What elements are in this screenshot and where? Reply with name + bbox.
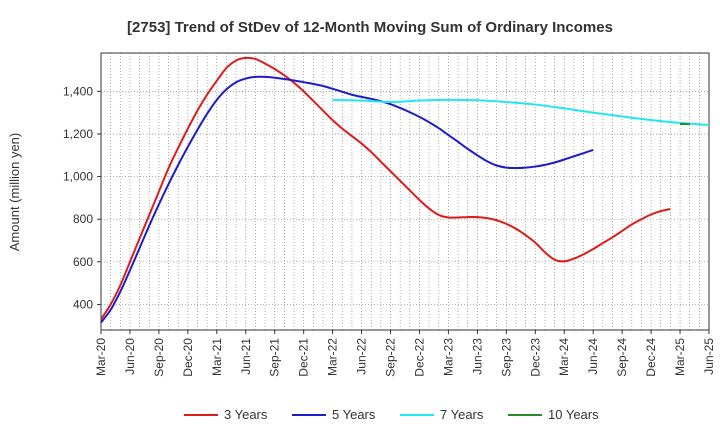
y-tick-label: 1,000: [63, 170, 93, 184]
x-tick-label: Jun-21: [239, 338, 253, 375]
legend-item-3-years: 3 Years: [184, 407, 268, 422]
x-tick-label: Jun-23: [470, 338, 484, 375]
legend-label: 7 Years: [440, 407, 484, 422]
legend-item-5-years: 5 Years: [292, 407, 376, 422]
legend-label: 3 Years: [224, 407, 268, 422]
x-axis-ticks: Mar-20 Jun-20 Sep-20 Dec-20 Mar-21 Jun-21 Sep-…: [94, 330, 716, 377]
x-tick-label: Dec-23: [528, 338, 542, 377]
x-tick-label: Jun-20: [123, 338, 137, 375]
x-tick-label: Dec-21: [297, 338, 311, 377]
x-tick-label: Mar-22: [326, 338, 340, 376]
x-tick-label: Sep-21: [268, 338, 282, 377]
x-tick-label: Dec-24: [644, 338, 658, 377]
x-tick-label: Jun-24: [586, 338, 600, 375]
series-lines: [101, 56, 709, 324]
y-tick-label: 800: [73, 212, 93, 226]
y-tick-label: 400: [73, 297, 93, 311]
x-tick-label: Mar-20: [94, 338, 108, 376]
y-axis-ticks: 400 600 800 1,000 1,200 1,400: [63, 84, 101, 311]
x-tick-label: Jun-22: [355, 338, 369, 375]
series-line-3-years: [101, 56, 671, 320]
x-tick-label: Dec-22: [412, 338, 426, 377]
y-tick-label: 1,400: [63, 84, 93, 98]
x-tick-label: Sep-23: [499, 338, 513, 377]
series-line-5-years: [101, 75, 594, 324]
y-axis-title: Amount (million yen): [7, 133, 22, 252]
x-tick-label: Dec-20: [181, 338, 195, 377]
legend-label: 10 Years: [548, 407, 599, 422]
x-tick-label: Jun-25: [702, 338, 716, 375]
y-tick-label: 600: [73, 255, 93, 269]
plot-area: [101, 53, 709, 330]
x-tick-label: Sep-22: [384, 338, 398, 377]
x-tick-label: Mar-23: [441, 338, 455, 376]
x-tick-label: Sep-24: [615, 338, 629, 377]
y-tick-label: 1,200: [63, 127, 93, 141]
x-tick-label: Mar-25: [673, 338, 687, 376]
legend-item-10-years: 10 Years: [508, 407, 599, 422]
series-line-7-years: [332, 98, 709, 127]
grid: [100, 53, 710, 330]
plot-frame: [100, 52, 710, 331]
legend-item-7-years: 7 Years: [400, 407, 484, 422]
x-tick-label: Mar-21: [210, 338, 224, 376]
legend: 3 Years 5 Years 7 Years 10 Years: [184, 407, 599, 422]
x-tick-label: Mar-24: [557, 338, 571, 376]
legend-label: 5 Years: [332, 407, 376, 422]
chart-title: [2753] Trend of StDev of 12-Month Moving…: [127, 19, 613, 36]
x-tick-label: Sep-20: [152, 338, 166, 377]
